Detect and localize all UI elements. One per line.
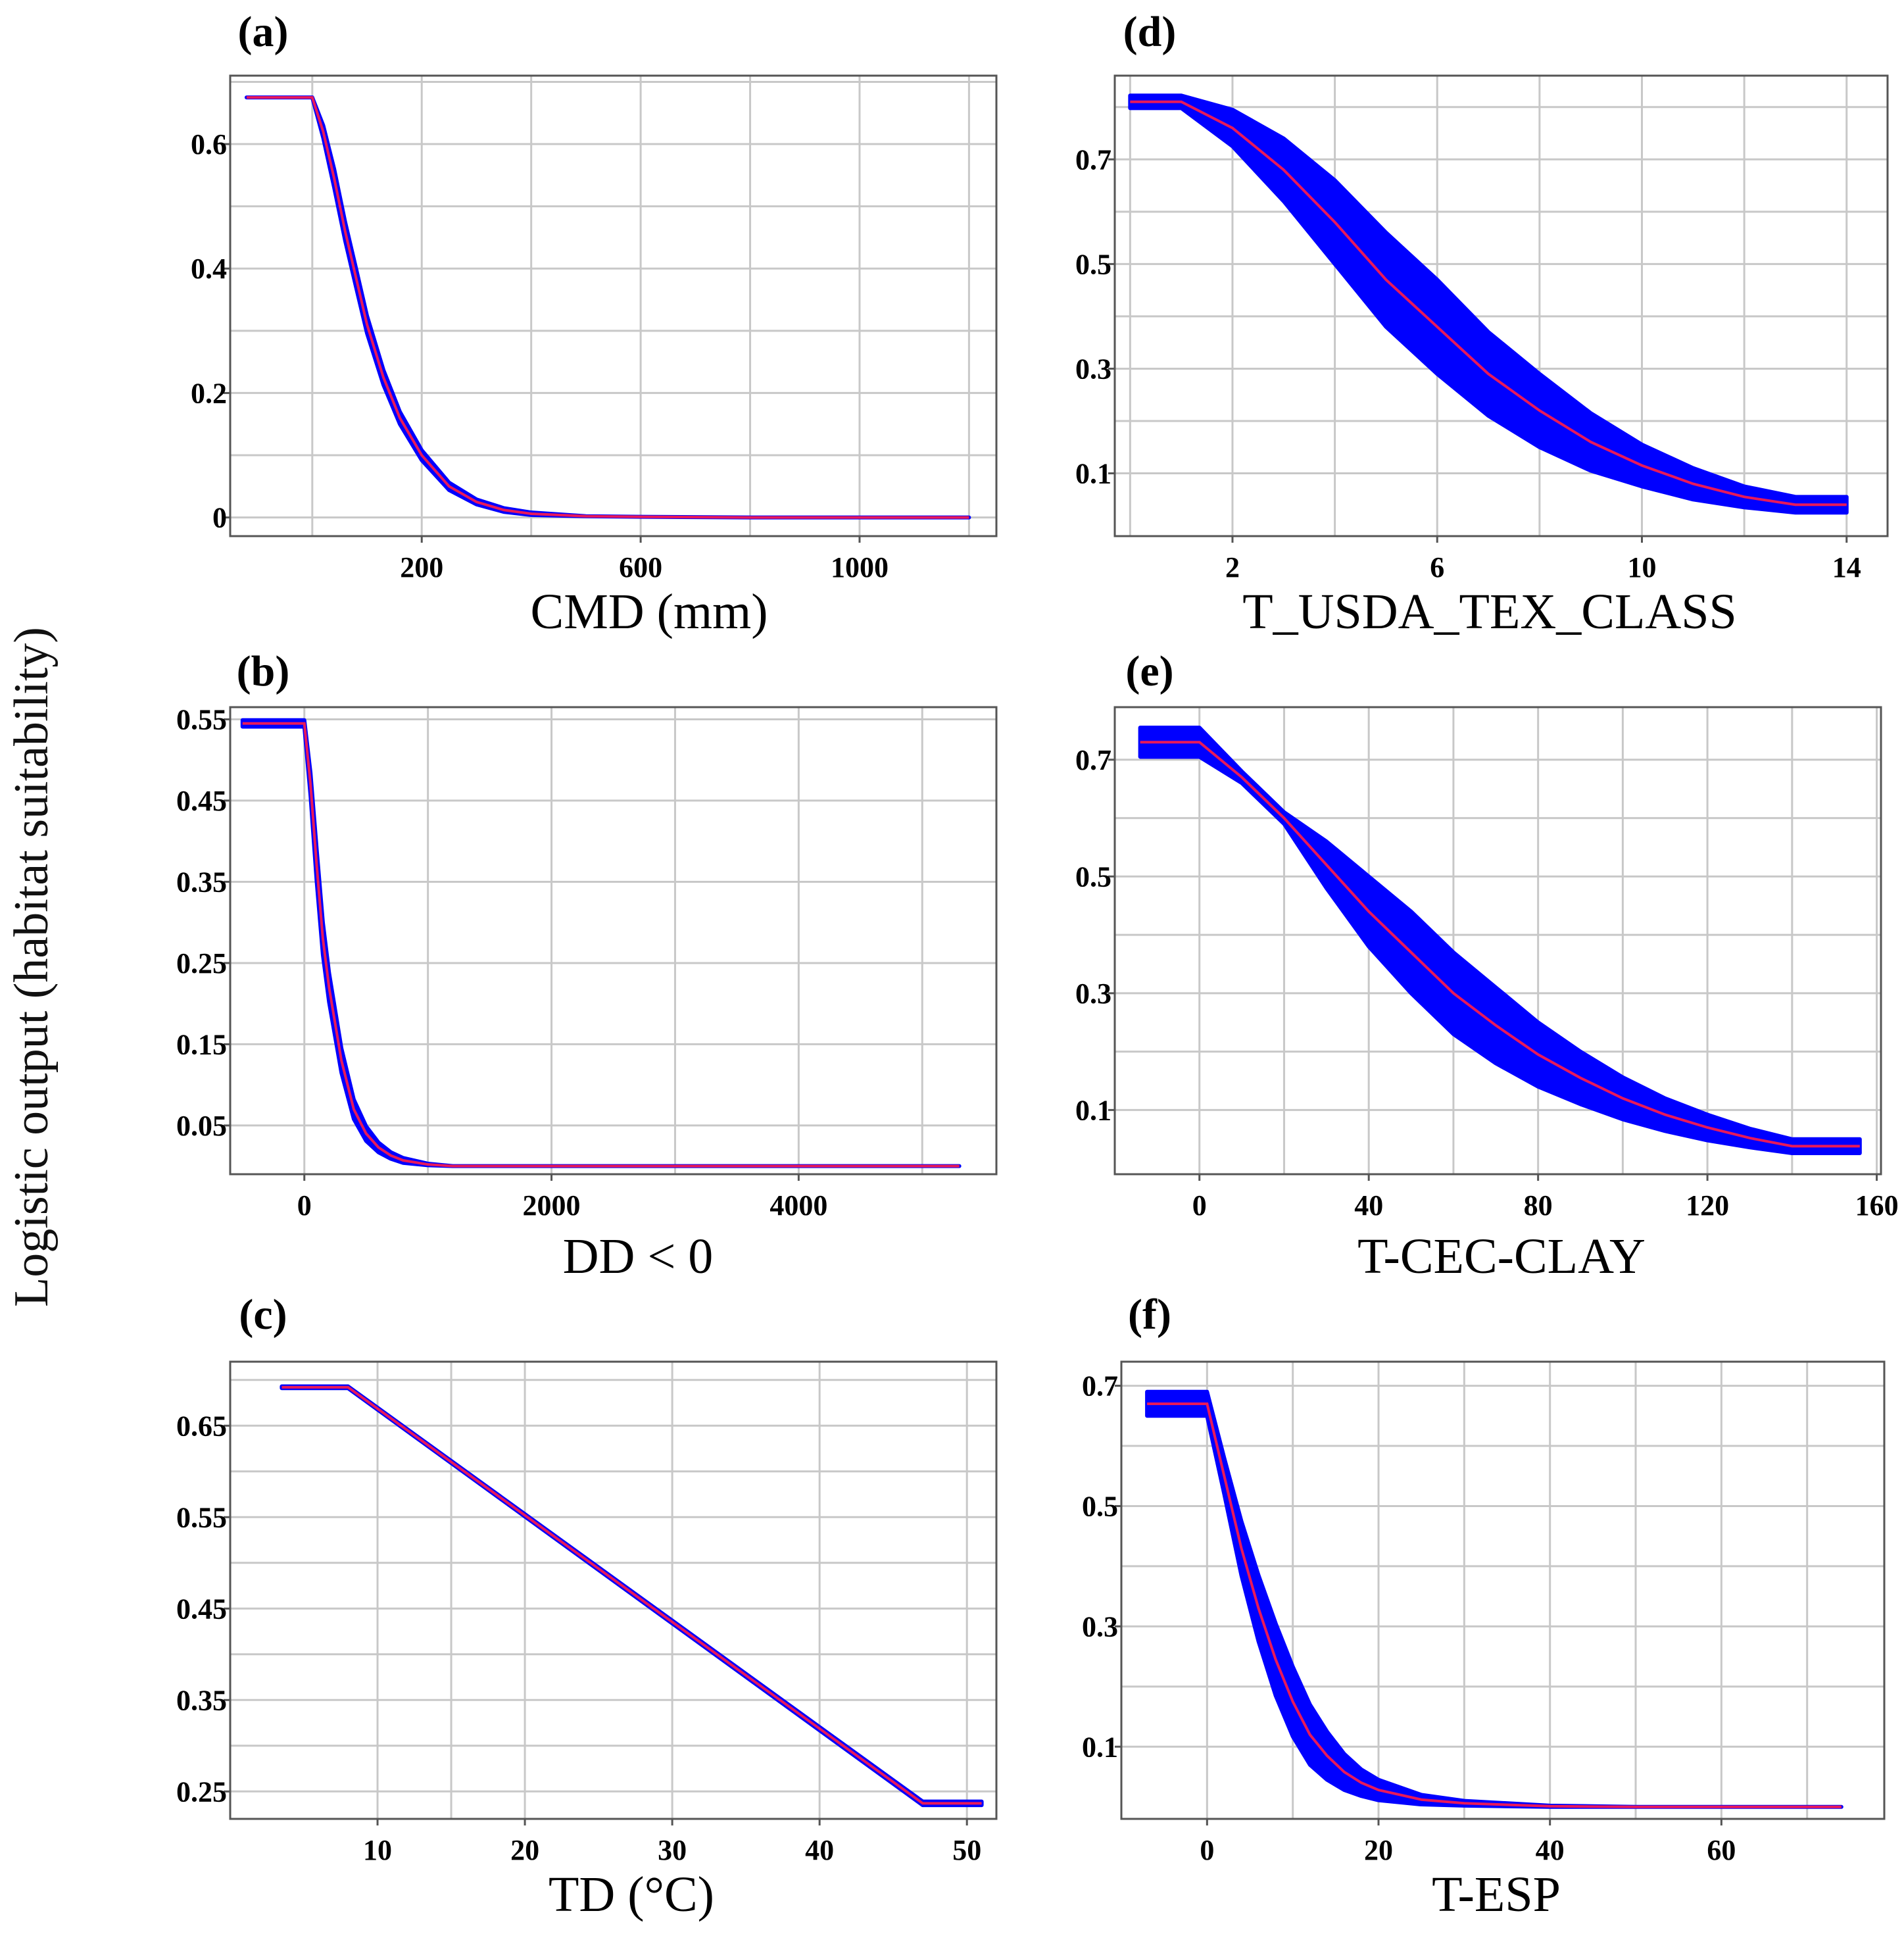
x-axis-label-c: TD (°C): [549, 1867, 714, 1922]
x-tick-label: 0: [1200, 1834, 1214, 1866]
y-tick-label: 0.15: [176, 1028, 227, 1060]
mean-response-line-c: [281, 1385, 982, 1805]
x-tick-label: 6: [1430, 551, 1444, 583]
panel-label-d: (d): [1123, 8, 1177, 56]
panel-label-b: (b): [237, 647, 290, 695]
x-tick-label: 40: [805, 1834, 834, 1866]
y-tick-label: 0.3: [1082, 1610, 1118, 1643]
x-tick-label: 40: [1354, 1189, 1383, 1222]
y-tick-label: 0.5: [1075, 248, 1111, 280]
panel-label-c: (c): [239, 1291, 287, 1339]
y-tick-label: 0.5: [1075, 860, 1111, 893]
x-tick-label: 30: [658, 1834, 687, 1866]
y-tick-label: 0.7: [1082, 1370, 1118, 1402]
confidence-band-e: [1138, 726, 1862, 1156]
y-tick-label: 0.65: [176, 1410, 227, 1442]
panel-f: (f) T-ESP 0 20 40 60 0.1 0.3 0.5 0.7: [1082, 1291, 1886, 1922]
y-tick-label: 0.7: [1075, 744, 1111, 776]
x-axis-label-a: CMD (mm): [531, 584, 768, 639]
plot-frame-e: [1113, 706, 1882, 1176]
plot-frame-f: [1120, 1360, 1886, 1820]
y-tick-label: 0.35: [176, 1684, 227, 1716]
y-tick-label: 0.4: [191, 253, 227, 285]
confidence-band-c: [280, 1384, 984, 1808]
x-tick-label: 14: [1832, 551, 1861, 583]
confidence-band-d: [1128, 93, 1849, 515]
y-tick-label: 0: [212, 502, 227, 534]
y-tick-label: 0.05: [176, 1110, 227, 1142]
x-tick-label: 120: [1686, 1189, 1729, 1222]
plot-frame-b: [229, 706, 998, 1176]
mean-response-line-f: [1147, 1402, 1842, 1808]
y-tick-label: 0.55: [176, 1501, 227, 1533]
y-tick-label: 0.1: [1082, 1731, 1118, 1763]
plot-frame-d: [1113, 74, 1889, 537]
x-axis-label-e: T-CEC-CLAY: [1357, 1229, 1646, 1284]
x-tick-label: 2: [1225, 551, 1240, 583]
y-tick-label: 0.25: [176, 1775, 227, 1808]
y-tick-label: 0.2: [191, 377, 227, 409]
y-tick-label: 0.6: [191, 128, 227, 161]
y-tick-label: 0.3: [1075, 978, 1111, 1010]
y-tick-label: 0.3: [1075, 353, 1111, 385]
x-tick-label: 60: [1707, 1834, 1736, 1866]
y-tick-label: 0.1: [1075, 1094, 1111, 1126]
y-tick-label: 0.5: [1082, 1490, 1118, 1522]
mean-response-line-b: [242, 722, 960, 1168]
x-tick-label: 10: [363, 1834, 392, 1866]
x-tick-label: 1000: [831, 551, 889, 583]
x-tick-label: 2000: [523, 1189, 581, 1222]
y-tick-label: 0.7: [1075, 143, 1111, 176]
y-tick-label: 0.45: [176, 785, 227, 817]
x-tick-label: 200: [400, 551, 443, 583]
panel-e: (e) T-CEC-CLAY 0 40 80 120 160 0.1 0.3 0.5 0.7: [1075, 647, 1899, 1284]
mean-response-line-e: [1140, 741, 1860, 1148]
mean-response-line-a: [246, 96, 969, 519]
y-tick-label: 0.25: [176, 947, 227, 979]
panel-a: (a) CMD (mm) 200 600 1000 0 0.2 0.4 0.6: [191, 8, 998, 639]
x-axis-label-f: T-ESP: [1432, 1867, 1561, 1922]
x-tick-label: 160: [1855, 1189, 1899, 1222]
x-tick-label: 0: [1192, 1189, 1207, 1222]
panel-d: (d) T_USDA_TEX_CLASS 2 6 10 14 0.1 0.3 0.5 0.7: [1075, 8, 1889, 639]
y-tick-label: 0.45: [176, 1593, 227, 1625]
x-tick-label: 600: [619, 551, 662, 583]
x-axis-label-b: DD < 0: [563, 1229, 714, 1284]
panel-c: (c) TD (°C) 10 20 30 40 50 0.25 0.35 0.45 0.55 0.…: [176, 1291, 998, 1922]
y-tick-label: 0.35: [176, 866, 227, 898]
plot-frame-a: [229, 74, 998, 537]
x-tick-label: 80: [1524, 1189, 1553, 1222]
mean-response-line-d: [1130, 100, 1847, 507]
x-tick-label: 20: [1364, 1834, 1393, 1866]
panel-label-a: (a): [238, 8, 289, 56]
y-tick-label: 0.1: [1075, 458, 1111, 490]
x-axis-label-d: T_USDA_TEX_CLASS: [1242, 584, 1737, 639]
plot-frame-c: [229, 1360, 998, 1820]
x-tick-label: 40: [1536, 1834, 1565, 1866]
x-tick-label: 10: [1627, 551, 1656, 583]
panel-b: (b) DD < 0 0 2000 4000 0.05 0.15 0.25 0.35 0.45…: [176, 647, 998, 1284]
x-tick-label: 4000: [769, 1189, 827, 1222]
panel-label-f: (f): [1128, 1291, 1171, 1339]
panel-label-e: (e): [1125, 647, 1173, 695]
y-tick-label: 0.55: [176, 704, 227, 736]
x-tick-label: 0: [297, 1189, 312, 1222]
confidence-band-f: [1145, 1389, 1843, 1809]
x-tick-label: 50: [952, 1834, 981, 1866]
x-tick-label: 20: [510, 1834, 539, 1866]
y-axis-label: Logistic output (habitat suitability): [5, 627, 59, 1307]
